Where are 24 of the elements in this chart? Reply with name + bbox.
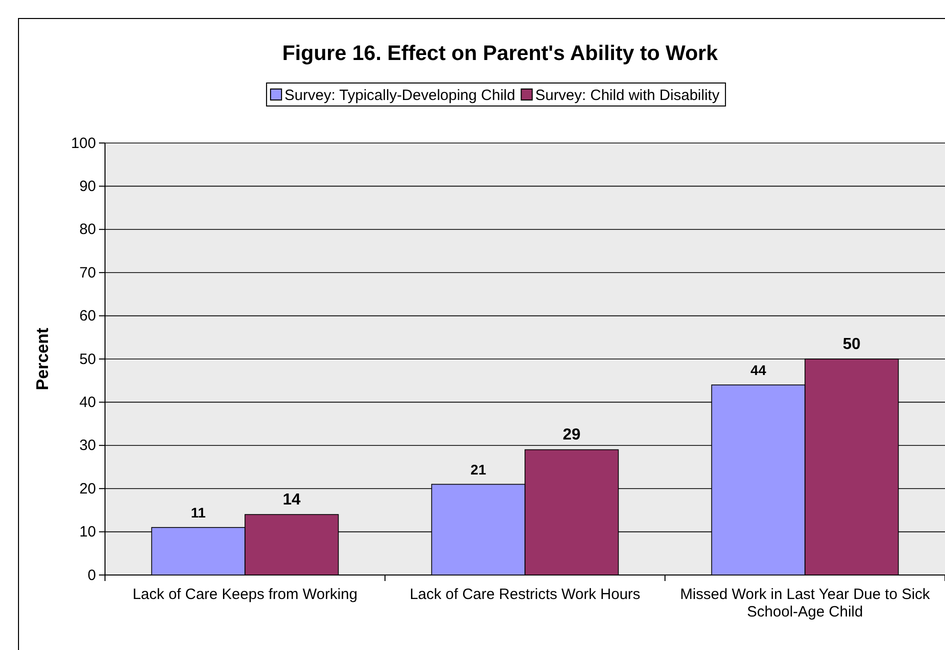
x-tick-label: Lack of Care Keeps from Working	[132, 586, 358, 603]
data-label: 14	[282, 492, 301, 509]
x-tick-label: Lack of Care Restricts Work Hours	[410, 586, 640, 603]
y-tick-label: 100	[70, 134, 96, 152]
y-tick-label: 30	[79, 437, 96, 454]
data-label: 11	[190, 504, 206, 520]
x-tick-label: Missed Work in Last Year Due to Sick School-Age Child	[680, 586, 930, 620]
y-tick-label: 70	[79, 264, 96, 282]
data-label: 50	[842, 336, 861, 353]
y-tick-label: 50	[79, 350, 96, 368]
y-tick-label: 10	[79, 524, 96, 541]
data-label: 44	[750, 362, 766, 378]
legend-label: Survey: Typically-Developing Child	[284, 87, 516, 104]
legend-label: Survey: Child with Disability	[535, 87, 720, 104]
data-label: 29	[562, 426, 581, 444]
chart-title: Figure 16. Effect on Parent's Ability to Work	[282, 42, 718, 65]
data-label: 21	[470, 461, 486, 478]
y-tick-label: 40	[79, 394, 96, 411]
y-tick-label: 20	[79, 480, 96, 498]
y-axis-title: Percent	[33, 327, 52, 390]
y-tick-label: 80	[79, 221, 96, 238]
y-tick-label: 60	[79, 308, 96, 325]
y-tick-label: 90	[79, 178, 96, 195]
y-tick-label: 0	[88, 566, 96, 584]
